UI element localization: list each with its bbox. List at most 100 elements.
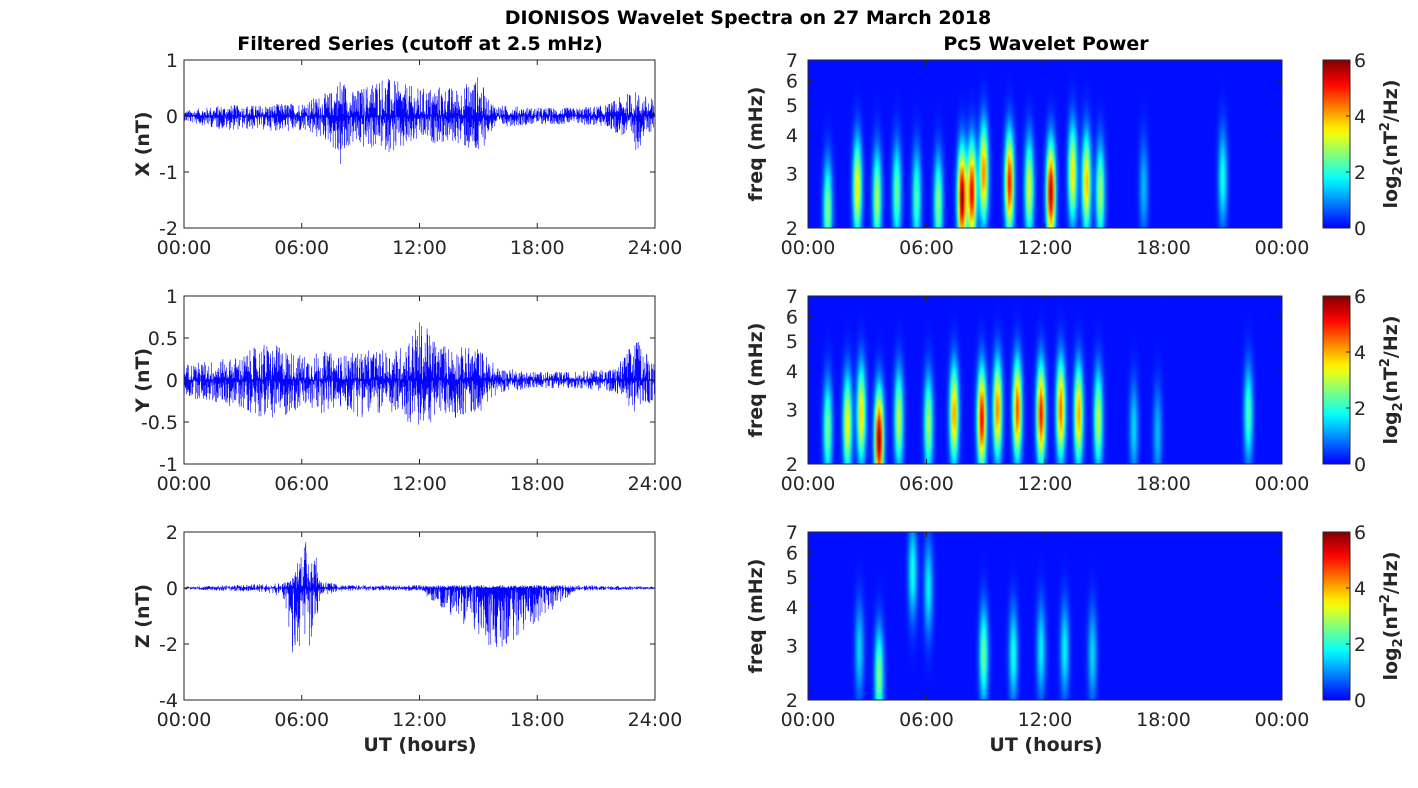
series-panel-x: 1 0 -1 -200:00 06:00 12:00 18:00 24:00 X (nT) (132, 50, 682, 259)
y-tick-label: 1 (166, 50, 178, 72)
colorbar-tick-label: 6 (1354, 286, 1366, 308)
x-tick-label: 00:00 (1255, 237, 1310, 259)
y-axis-label: X (nT) (132, 111, 154, 176)
y-tick-label: 6 (786, 307, 798, 329)
x-tick-label: 00:00 (157, 473, 212, 495)
wavelet-power-heatmap (808, 532, 1282, 700)
wavelet-power-heatmap (808, 60, 1282, 228)
wavelet-panel-1: 2 3 4 567 00:00 06:00 12:00 18:00 00:00 freq (mHz… (745, 50, 1406, 259)
colorbar-tick-label: 0 (1354, 690, 1366, 712)
x-tick-label: 24:00 (628, 237, 683, 259)
series-line (184, 322, 655, 425)
y-tick-label: 7 (786, 50, 798, 72)
colorbar-tick-label: 0 (1354, 454, 1366, 476)
colorbar-tick-label: 6 (1354, 522, 1366, 544)
y-tick-label: 5 (786, 331, 798, 353)
y-tick-label: -1 (159, 454, 178, 476)
x-tick-label: 12:00 (392, 709, 447, 731)
y-tick-label: 4 (786, 597, 798, 619)
colorbar-tick-label: 4 (1354, 342, 1366, 364)
y-tick-label: 0 (166, 370, 178, 392)
colorbar: 6 4 2 0 log2(nT2/Hz) (1322, 50, 1406, 240)
colorbar-tick-label: 4 (1354, 578, 1366, 600)
y-tick-label: 2 (786, 454, 798, 476)
series-line (184, 77, 655, 164)
y-tick-label: 3 (786, 400, 798, 422)
x-tick-label: 06:00 (274, 473, 329, 495)
y-tick-label: -0.5 (141, 412, 178, 434)
y-tick-label: 6 (786, 543, 798, 565)
left-column-title: Filtered Series (cutoff at 2.5 mHz) (237, 33, 603, 55)
y-tick-label: 2 (786, 218, 798, 240)
y-tick-label: 5 (786, 95, 798, 117)
x-tick-label: 18:00 (510, 473, 565, 495)
y-tick-label: 1 (166, 286, 178, 308)
figure-title: DIONISOS Wavelet Spectra on 27 March 201… (505, 7, 992, 29)
x-tick-label: 12:00 (392, 237, 447, 259)
y-tick-label: 7 (786, 522, 798, 544)
x-tick-label: 06:00 (899, 237, 954, 259)
y-tick-label: 4 (786, 125, 798, 147)
right-x-axis-label: UT (hours) (989, 734, 1102, 756)
x-tick-label: 12:00 (1018, 709, 1073, 731)
series-panel-z: 2 0 -2 -400:00 06:00 12:00 18:00 24:00 Z (nT) (132, 522, 682, 731)
x-tick-label: 24:00 (628, 473, 683, 495)
y-tick-label: 7 (786, 286, 798, 308)
y-tick-label: 0.5 (148, 328, 178, 350)
x-tick-label: 18:00 (1136, 709, 1191, 731)
series-line (184, 542, 655, 653)
wavelet-power-heatmap (808, 296, 1282, 464)
colorbar-gradient (1322, 531, 1351, 701)
colorbar-tick-label: 0 (1354, 218, 1366, 240)
colorbar-gradient (1322, 59, 1351, 229)
x-tick-label: 06:00 (899, 709, 954, 731)
x-tick-label: 06:00 (899, 473, 954, 495)
colorbar-tick-label: 2 (1354, 162, 1366, 184)
y-tick-label: 4 (786, 361, 798, 383)
panels: 10-1-200:00 06:00 12:00 18:00 24:00X (nT)10.… (132, 50, 1406, 731)
x-tick-label: 00:00 (781, 473, 836, 495)
y-tick-label: 3 (786, 164, 798, 186)
colorbar-gradient (1322, 295, 1351, 465)
y-tick-label: 6 (786, 71, 798, 93)
x-tick-label: 12:00 (1018, 237, 1073, 259)
y-axis-label: freq (mHz) (745, 559, 767, 674)
colorbar-label: log2(nT2/Hz) (1378, 79, 1406, 208)
colorbar-label: log2(nT2/Hz) (1378, 551, 1406, 680)
x-tick-label: 00:00 (157, 709, 212, 731)
colorbar-tick-label: 2 (1354, 634, 1366, 656)
x-tick-label: 12:00 (392, 473, 447, 495)
colorbar: 6 4 2 0 log2(nT2/Hz) (1322, 286, 1406, 476)
colorbar: 6 4 2 0 log2(nT2/Hz) (1322, 522, 1406, 712)
x-tick-label: 00:00 (781, 709, 836, 731)
x-tick-label: 18:00 (510, 237, 565, 259)
y-tick-label: -2 (159, 218, 178, 240)
right-column-title: Pc5 Wavelet Power (943, 33, 1149, 55)
y-axis-label: Z (nT) (132, 584, 154, 648)
y-axis-label: freq (mHz) (745, 323, 767, 438)
y-tick-label: -4 (159, 690, 178, 712)
x-tick-label: 12:00 (1018, 473, 1073, 495)
y-tick-label: 0 (166, 578, 178, 600)
left-x-axis-label: UT (hours) (363, 734, 476, 756)
colorbar-tick-label: 4 (1354, 106, 1366, 128)
y-tick-label: -2 (159, 634, 178, 656)
y-axis-label: freq (mHz) (745, 87, 767, 202)
x-tick-label: 18:00 (1136, 473, 1191, 495)
y-tick-label: 0 (166, 106, 178, 128)
x-tick-label: 24:00 (628, 709, 683, 731)
x-tick-label: 18:00 (1136, 237, 1191, 259)
x-tick-label: 00:00 (781, 237, 836, 259)
x-tick-label: 18:00 (510, 709, 565, 731)
y-tick-label: 3 (786, 636, 798, 658)
y-tick-label: 2 (166, 522, 178, 544)
plot-area (184, 532, 655, 700)
y-axis-label: Y (nT) (132, 348, 154, 413)
x-tick-label: 06:00 (274, 709, 329, 731)
y-tick-label: 5 (786, 567, 798, 589)
x-tick-label: 00:00 (1255, 709, 1310, 731)
x-tick-label: 00:00 (157, 237, 212, 259)
